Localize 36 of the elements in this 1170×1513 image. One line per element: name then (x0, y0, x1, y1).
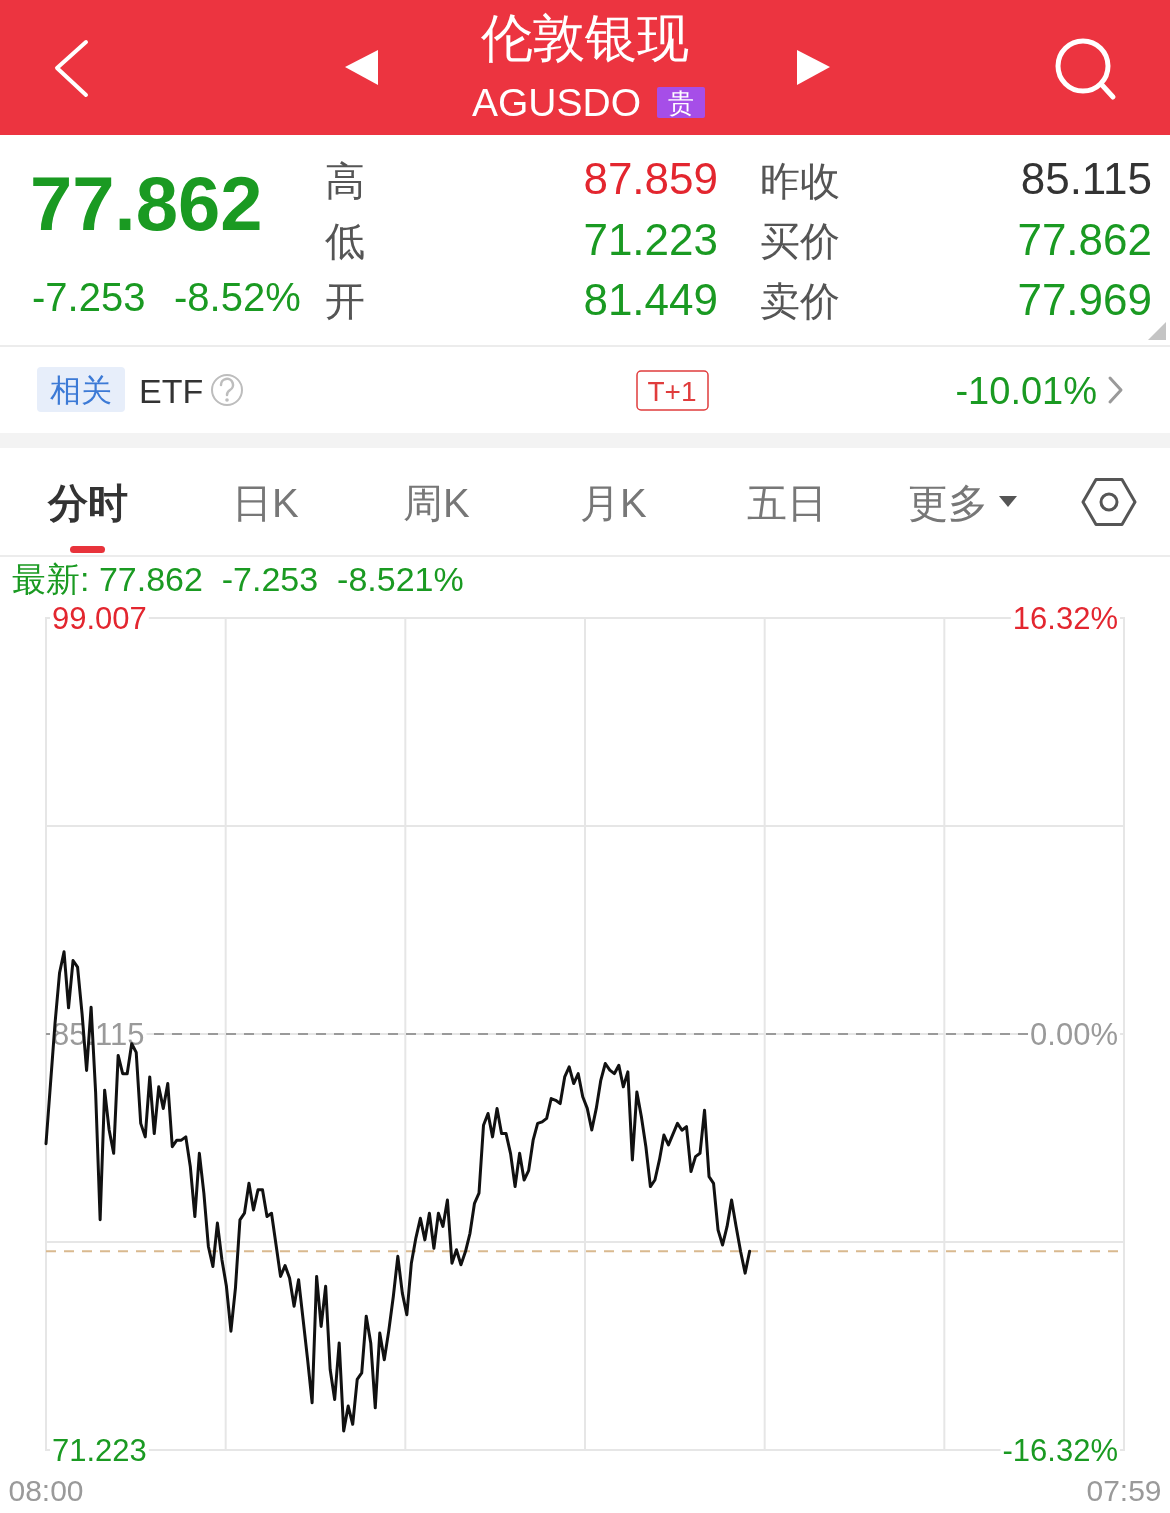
text: 日K (232, 481, 299, 525)
text: 71.223 (583, 214, 718, 264)
chart-subtitle: AGUSDO (471, 80, 641, 124)
text: 五日 (747, 481, 827, 525)
text: 更多 (908, 481, 988, 525)
text: 77.862 (30, 160, 263, 246)
text: 85.115 (1020, 153, 1152, 203)
y2-tick-label: 16.32% (1012, 600, 1118, 636)
y-tick-label: 71.223 (52, 1432, 147, 1468)
text: 昨收 (760, 159, 840, 203)
text: 周K (403, 481, 470, 525)
x-tick-label: 08:00 (8, 1473, 84, 1507)
y2-tick-label: 0.00% (1030, 1016, 1118, 1052)
text: -10.01% (955, 370, 1097, 412)
text: 月K (580, 481, 647, 525)
x-tick-label: 07:59 (1086, 1473, 1162, 1507)
text: 相关 (50, 372, 112, 408)
text: -7.253 (32, 275, 146, 319)
text: 高 (325, 159, 365, 203)
text: ETF (139, 372, 204, 410)
text: 分时 (47, 481, 128, 525)
text: 87.859 (583, 153, 718, 203)
text: 最新: 77.862 -7.253 -8.521% (12, 560, 464, 598)
text: 77.969 (1017, 274, 1152, 324)
chart-title: 伦敦银现 (481, 9, 689, 67)
text: T+1 (647, 375, 697, 407)
text: 贵 (668, 88, 694, 118)
text: -8.52% (174, 275, 301, 319)
text: 低 (325, 219, 365, 263)
text: 开 (325, 279, 365, 323)
text: 77.862 (1017, 214, 1152, 264)
text: 买价 (760, 219, 840, 263)
text: 卖价 (760, 279, 840, 323)
y-tick-label: 99.007 (52, 600, 147, 636)
y2-tick-label: -16.32% (1002, 1432, 1118, 1468)
text: 81.449 (583, 274, 718, 324)
